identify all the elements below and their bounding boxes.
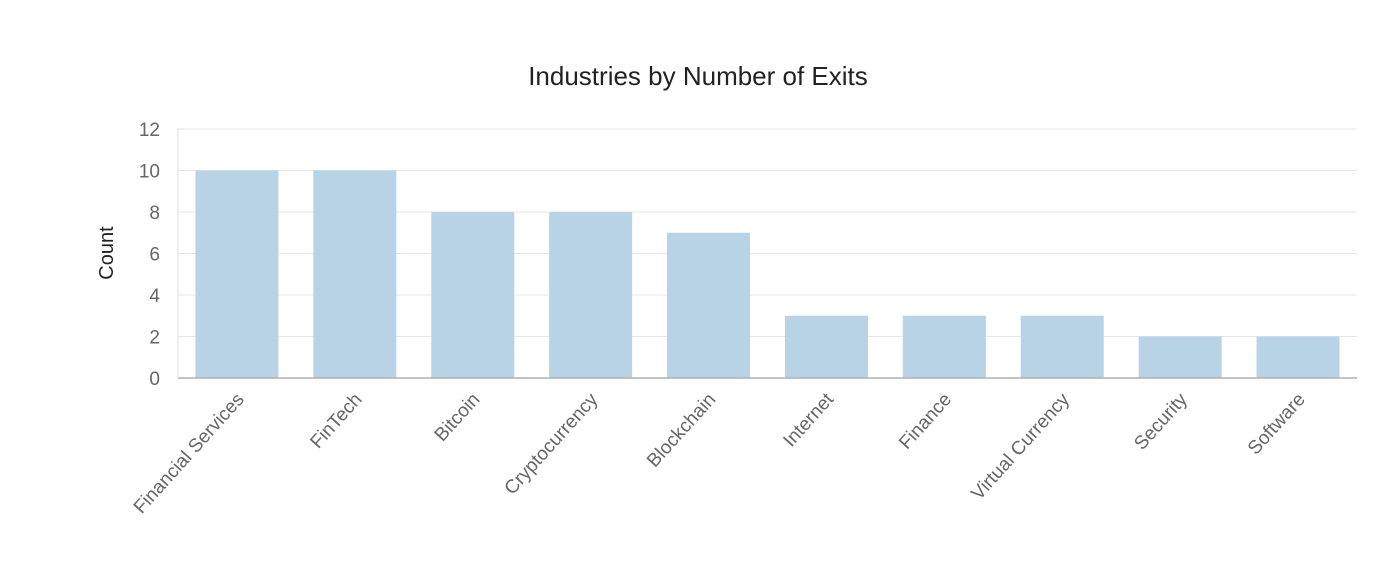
- x-tick-label: Internet: [779, 389, 838, 451]
- bar: [195, 170, 279, 378]
- bar: [902, 315, 986, 378]
- bar: [1020, 315, 1104, 378]
- y-axis-label: Count: [96, 226, 118, 280]
- x-tick-label: Finance: [895, 389, 956, 453]
- bar: [431, 212, 515, 378]
- x-tick-label: Financial Services: [130, 389, 249, 518]
- y-tick-label: 8: [149, 203, 160, 224]
- y-tick-label: 6: [149, 245, 160, 266]
- y-tick-label: 4: [149, 286, 160, 307]
- bar: [784, 315, 868, 378]
- x-tick-label: Virtual Currency: [967, 389, 1074, 504]
- bar: [1138, 336, 1222, 378]
- bar: [313, 170, 397, 378]
- y-tick-labels: 0 2 4 6 8 10 12: [139, 120, 161, 390]
- bar: [1256, 336, 1340, 378]
- bar: [549, 212, 633, 378]
- x-tick-labels: Financial Services FinTech Bitcoin Cryptocu…: [130, 389, 1310, 518]
- bars: [195, 170, 1340, 378]
- y-tick-label: 2: [149, 328, 160, 349]
- y-tick-label: 10: [139, 162, 160, 183]
- bar: [667, 232, 751, 378]
- axes: [177, 129, 1357, 379]
- x-tick-label: Blockchain: [643, 389, 720, 471]
- chart-title: Industries by Number of Exits: [528, 61, 868, 91]
- x-tick-label: FinTech: [306, 389, 366, 452]
- y-tick-label: 0: [149, 369, 160, 390]
- x-tick-label: Security: [1130, 389, 1192, 454]
- x-tick-label: Bitcoin: [431, 389, 485, 445]
- x-tick-label: Software: [1244, 389, 1310, 459]
- y-tick-label: 12: [139, 120, 160, 141]
- x-tick-label: Cryptocurrency: [501, 389, 603, 499]
